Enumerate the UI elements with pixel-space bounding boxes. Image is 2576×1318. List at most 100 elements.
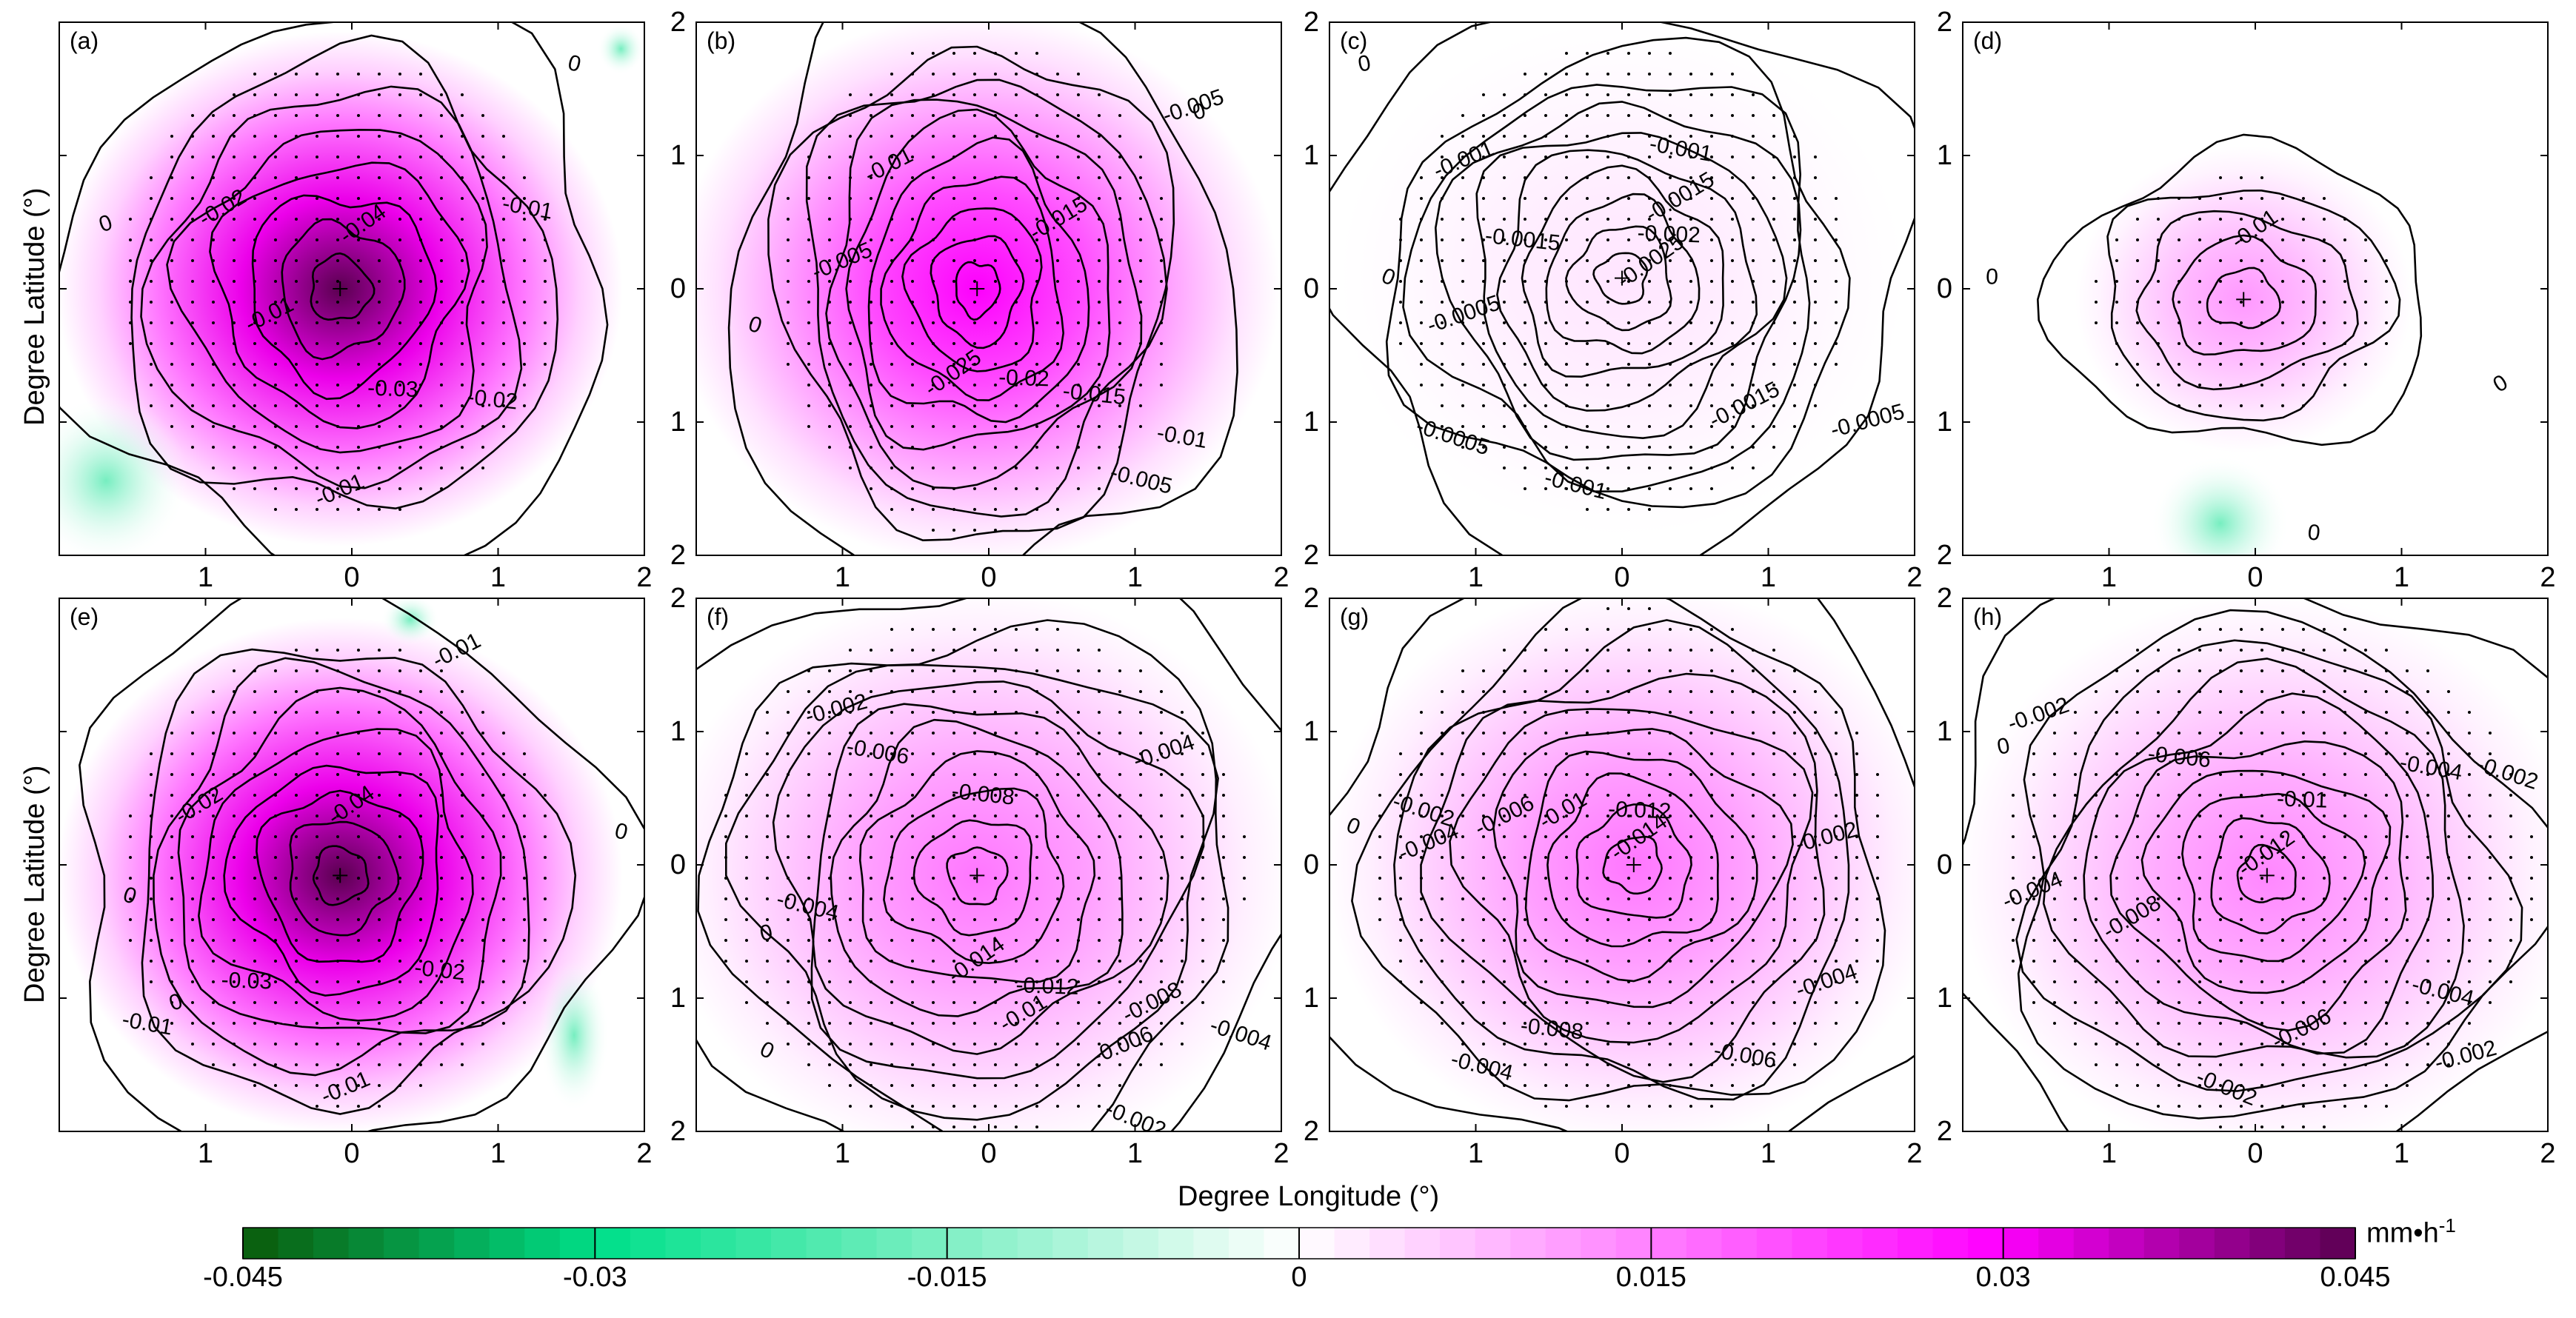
contour-label: -0.012 <box>1015 973 1079 1000</box>
y-tick-label: 1 <box>1937 140 1952 171</box>
colorbar-swatch <box>2109 1228 2144 1259</box>
y-tick-label: 2 <box>670 540 686 571</box>
colorbar-swatch <box>1757 1228 1792 1259</box>
colorbar-swatch <box>1510 1228 1546 1259</box>
positive-anomaly-patch <box>598 23 644 74</box>
x-tick-label: 1 <box>1761 562 1776 593</box>
x-tick-label: 0 <box>1614 562 1629 593</box>
colorbar <box>243 1228 2356 1259</box>
colorbar-swatch <box>490 1228 525 1259</box>
y-tick-label: 2 <box>1937 1116 1952 1147</box>
x-tick-label: 1 <box>835 1138 850 1169</box>
x-tick-label: 1 <box>1468 1138 1484 1169</box>
colorbar-tick-label: 0.015 <box>1616 1262 1686 1294</box>
x-tick-label: 0 <box>2247 1138 2263 1169</box>
colorbar-swatch <box>1686 1228 1722 1259</box>
anomaly-shading <box>1329 598 1915 1131</box>
colorbar-swatch <box>1123 1228 1158 1259</box>
y-tick-label: 2 <box>670 583 686 614</box>
y-tick-label: 0 <box>1304 849 1319 880</box>
panel-label: (b) <box>707 27 735 54</box>
panel-a: -0.04-0.03-0.02-0.02-0.01-0.01-0.0100(a)… <box>24 8 653 593</box>
y-tick-label: 1 <box>1937 716 1952 747</box>
x-tick-label: 0 <box>2247 562 2263 593</box>
colorbar-tick-label: 0.045 <box>2320 1262 2390 1294</box>
colorbar-swatch <box>2074 1228 2109 1259</box>
colorbar-swatch <box>454 1228 490 1259</box>
y-tick-label: 2 <box>670 7 686 38</box>
colorbar-swatch <box>313 1228 349 1259</box>
y-tick-label: 1 <box>1304 716 1319 747</box>
y-tick-label: 2 <box>1304 1116 1319 1147</box>
contour-label: -0.01 <box>2277 786 2329 812</box>
y-tick-label: 1 <box>1937 407 1952 438</box>
panel-e: -0.04-0.03-0.02-0.02-0.01-0.01-0.01000(e… <box>59 575 653 1169</box>
y-tick-label: 0 <box>1304 273 1319 304</box>
x-tick-label: 2 <box>1273 1138 1289 1169</box>
x-tick-label: 2 <box>636 562 652 593</box>
y-axis-label-top: Degree Latitude (°) <box>19 188 51 426</box>
colorbar-swatch <box>1827 1228 1863 1259</box>
colorbar-swatch <box>1968 1228 2003 1259</box>
colorbar-swatch <box>2003 1228 2039 1259</box>
y-tick-label: 2 <box>1304 540 1319 571</box>
colorbar-swatch <box>595 1228 630 1259</box>
x-tick-label: 1 <box>1761 1138 1776 1169</box>
contour-label: 0 <box>2306 520 2321 546</box>
x-axis-label: Degree Longitude (°) <box>1178 1181 1439 1213</box>
y-tick-label: 2 <box>1937 7 1952 38</box>
colorbar-swatch <box>982 1228 1018 1259</box>
colorbar-swatch <box>278 1228 314 1259</box>
y-tick-label: 1 <box>670 716 686 747</box>
y-tick-label: 0 <box>1937 849 1952 880</box>
contour-label: -0.03 <box>367 376 419 402</box>
colorbar-swatch <box>243 1228 278 1259</box>
panel-label: (h) <box>1973 603 2002 630</box>
panel-c: -0.0025-0.002-0.0015-0.0015-0.0015-0.001… <box>1304 7 1925 593</box>
contour-label: -0.03 <box>221 968 273 994</box>
contour-label: -0.002 <box>1637 221 1701 247</box>
x-tick-label: 1 <box>1127 562 1143 593</box>
panel-b: -0.025-0.02-0.015-0.015-0.01-0.01-0.005-… <box>670 0 1289 597</box>
colorbar-swatch <box>1792 1228 1827 1259</box>
colorbar-swatch <box>1405 1228 1441 1259</box>
panel-label: (c) <box>1340 27 1367 54</box>
colorbar-swatch <box>665 1228 701 1259</box>
colorbar-swatch <box>1475 1228 1511 1259</box>
x-tick-label: 1 <box>1468 562 1484 593</box>
x-tick-label: 2 <box>1906 562 1922 593</box>
panel-h: -0.012-0.01-0.008-0.006-0.006-0.004-0.00… <box>1937 568 2576 1207</box>
colorbar-swatch <box>2320 1228 2355 1259</box>
colorbar-swatch <box>1721 1228 1757 1259</box>
y-tick-label: 0 <box>670 273 686 304</box>
contour-label: -0.02 <box>998 365 1050 391</box>
x-tick-label: 0 <box>981 1138 996 1169</box>
colorbar-swatch <box>419 1228 455 1259</box>
colorbar-swatch <box>1158 1228 1194 1259</box>
y-tick-label: 1 <box>670 407 686 438</box>
x-tick-label: 1 <box>2101 1138 2117 1169</box>
x-tick-label: 0 <box>344 562 359 593</box>
x-tick-label: 1 <box>835 562 850 593</box>
y-tick-label: 0 <box>1937 273 1952 304</box>
colorbar-swatch <box>1335 1228 1370 1259</box>
colorbar-swatch <box>560 1228 595 1259</box>
x-tick-label: 1 <box>490 562 506 593</box>
positive-anomaly-patch <box>2150 455 2291 592</box>
y-tick-label: 1 <box>1304 407 1319 438</box>
colorbar-swatch <box>807 1228 842 1259</box>
colorbar-unit: mm•h-1 <box>2366 1214 2456 1250</box>
colorbar-swatch <box>1299 1228 1335 1259</box>
colorbar-swatch <box>947 1228 983 1259</box>
x-tick-label: 1 <box>198 562 213 593</box>
colorbar-swatch <box>1229 1228 1264 1259</box>
colorbar-swatch <box>2249 1228 2285 1259</box>
colorbar-swatch <box>1898 1228 1933 1259</box>
y-tick-label: 1 <box>670 140 686 171</box>
colorbar-tick-label: -0.03 <box>563 1262 627 1294</box>
panel-label: (e) <box>70 603 99 630</box>
colorbar-tick-label: 0.03 <box>1976 1262 2031 1294</box>
